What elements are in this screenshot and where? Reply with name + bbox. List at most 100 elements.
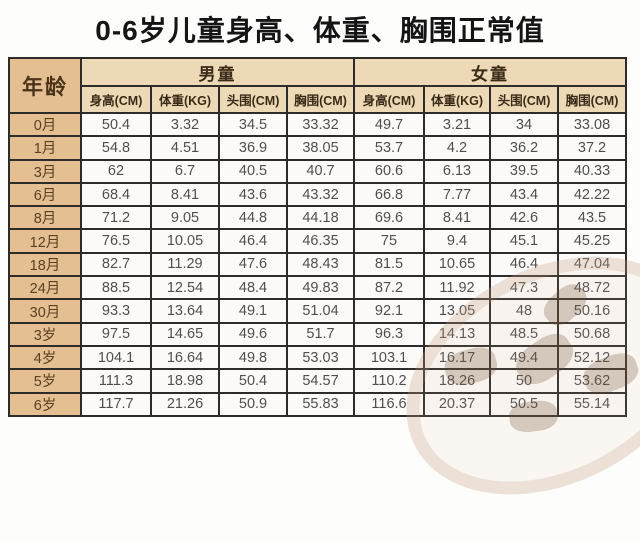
boy-value-cell: 47.6 bbox=[218, 251, 288, 278]
table-row: 1月 54.8 4.51 36.9 38.05 53.7 4.2 36.2 37.2 bbox=[8, 135, 627, 161]
boy-value-cell: 49.8 bbox=[218, 344, 288, 371]
boys-head-header: 头围(CM) bbox=[218, 85, 288, 114]
girl-value-cell: 81.5 bbox=[353, 251, 425, 278]
girl-value-cell: 49.7 bbox=[353, 111, 425, 138]
table-row: 5岁 111.3 18.98 50.4 54.57 110.2 18.26 50 53.62 bbox=[8, 368, 627, 394]
age-cell: 5岁 bbox=[8, 368, 82, 394]
age-cell: 0月 bbox=[8, 111, 82, 138]
boy-value-cell: 93.3 bbox=[80, 298, 152, 324]
age-cell: 12月 bbox=[8, 228, 82, 254]
age-cell: 30月 bbox=[8, 298, 82, 324]
age-column-header: 年龄 bbox=[8, 57, 82, 114]
girl-value-cell: 11.92 bbox=[423, 275, 491, 301]
girl-value-cell: 39.5 bbox=[489, 158, 559, 184]
age-cell: 6月 bbox=[8, 181, 82, 208]
boy-value-cell: 53.03 bbox=[286, 344, 355, 371]
table-row: 8月 71.2 9.05 44.8 44.18 69.6 8.41 42.6 43.5 bbox=[8, 205, 627, 231]
girl-value-cell: 43.5 bbox=[557, 205, 627, 231]
growth-table: 年龄 男童 女童 身高(CM) 体重(KG) 头围(CM) 胸围(CM) 身高(… bbox=[8, 57, 627, 418]
boy-value-cell: 104.1 bbox=[80, 344, 152, 371]
boy-value-cell: 6.7 bbox=[150, 158, 220, 184]
boy-value-cell: 49.6 bbox=[218, 321, 288, 347]
girl-value-cell: 34 bbox=[489, 111, 559, 138]
boy-value-cell: 46.35 bbox=[286, 228, 355, 254]
girl-value-cell: 10.65 bbox=[423, 251, 491, 278]
girl-value-cell: 43.4 bbox=[489, 181, 559, 208]
boy-value-cell: 97.5 bbox=[80, 321, 152, 347]
age-cell: 8月 bbox=[8, 205, 82, 231]
boy-value-cell: 111.3 bbox=[80, 368, 152, 394]
girl-value-cell: 47.04 bbox=[557, 251, 627, 278]
girl-value-cell: 48.5 bbox=[489, 321, 559, 347]
girls-head-header: 头围(CM) bbox=[489, 85, 559, 114]
boy-value-cell: 50.4 bbox=[80, 111, 152, 138]
girl-value-cell: 53.7 bbox=[353, 135, 425, 161]
page-title: 0-6岁儿童身高、体重、胸围正常值 bbox=[95, 15, 545, 46]
boy-value-cell: 68.4 bbox=[80, 181, 152, 208]
girl-value-cell: 18.26 bbox=[423, 368, 491, 394]
boy-value-cell: 49.83 bbox=[286, 275, 355, 301]
girl-value-cell: 49.4 bbox=[489, 344, 559, 371]
girls-chest-header: 胸围(CM) bbox=[557, 85, 627, 114]
girl-value-cell: 87.2 bbox=[353, 275, 425, 301]
age-cell: 4岁 bbox=[8, 344, 82, 371]
girl-value-cell: 69.6 bbox=[353, 205, 425, 231]
girl-value-cell: 48.72 bbox=[557, 275, 627, 301]
boy-value-cell: 88.5 bbox=[80, 275, 152, 301]
girl-value-cell: 36.2 bbox=[489, 135, 559, 161]
girl-value-cell: 96.3 bbox=[353, 321, 425, 347]
girl-value-cell: 47.3 bbox=[489, 275, 559, 301]
boy-value-cell: 38.05 bbox=[286, 135, 355, 161]
table-header: 年龄 男童 女童 身高(CM) 体重(KG) 头围(CM) 胸围(CM) 身高(… bbox=[8, 57, 627, 114]
girl-value-cell: 75 bbox=[353, 228, 425, 254]
boy-value-cell: 54.8 bbox=[80, 135, 152, 161]
boy-value-cell: 76.5 bbox=[80, 228, 152, 254]
age-cell: 18月 bbox=[8, 251, 82, 278]
boy-value-cell: 40.5 bbox=[218, 158, 288, 184]
girl-value-cell: 50.68 bbox=[557, 321, 627, 347]
boy-value-cell: 12.54 bbox=[150, 275, 220, 301]
girl-value-cell: 40.33 bbox=[557, 158, 627, 184]
girl-value-cell: 7.77 bbox=[423, 181, 491, 208]
table-row: 12月 76.5 10.05 46.4 46.35 75 9.4 45.1 45.25 bbox=[8, 228, 627, 254]
boys-group-header: 男童 bbox=[80, 57, 355, 87]
girl-value-cell: 9.4 bbox=[423, 228, 491, 254]
boy-value-cell: 16.64 bbox=[150, 344, 220, 371]
page: { "colors": { "page_bg": "#fdfdfb", "tab… bbox=[8, 15, 640, 542]
boy-value-cell: 55.83 bbox=[286, 391, 355, 418]
girl-value-cell: 6.13 bbox=[423, 158, 491, 184]
girl-value-cell: 46.4 bbox=[489, 251, 559, 278]
girls-height-header: 身高(CM) bbox=[353, 85, 425, 114]
girl-value-cell: 37.2 bbox=[557, 135, 627, 161]
girl-value-cell: 4.2 bbox=[423, 135, 491, 161]
girl-value-cell: 42.22 bbox=[557, 181, 627, 208]
girl-value-cell: 3.21 bbox=[423, 111, 491, 138]
table-row: 24月 88.5 12.54 48.4 49.83 87.2 11.92 47.3 48.72 bbox=[8, 275, 627, 301]
girls-weight-header: 体重(KG) bbox=[423, 85, 491, 114]
boy-value-cell: 9.05 bbox=[150, 205, 220, 231]
boy-value-cell: 117.7 bbox=[80, 391, 152, 418]
girl-value-cell: 60.6 bbox=[353, 158, 425, 184]
table-row: 3月 62 6.7 40.5 40.7 60.6 6.13 39.5 40.33 bbox=[8, 158, 627, 184]
boy-value-cell: 14.65 bbox=[150, 321, 220, 347]
boy-value-cell: 13.64 bbox=[150, 298, 220, 324]
boy-value-cell: 82.7 bbox=[80, 251, 152, 278]
girl-value-cell: 14.13 bbox=[423, 321, 491, 347]
boy-value-cell: 48.43 bbox=[286, 251, 355, 278]
boy-value-cell: 34.5 bbox=[218, 111, 288, 138]
girl-value-cell: 55.14 bbox=[557, 391, 627, 418]
girl-value-cell: 8.41 bbox=[423, 205, 491, 231]
boy-value-cell: 44.8 bbox=[218, 205, 288, 231]
boy-value-cell: 18.98 bbox=[150, 368, 220, 394]
boy-value-cell: 43.6 bbox=[218, 181, 288, 208]
table-row: 18月 82.7 11.29 47.6 48.43 81.5 10.65 46.4 47.04 bbox=[8, 251, 627, 278]
girl-value-cell: 20.37 bbox=[423, 391, 491, 418]
boy-value-cell: 43.32 bbox=[286, 181, 355, 208]
girl-value-cell: 92.1 bbox=[353, 298, 425, 324]
boy-value-cell: 10.05 bbox=[150, 228, 220, 254]
boy-value-cell: 8.41 bbox=[150, 181, 220, 208]
girl-value-cell: 103.1 bbox=[353, 344, 425, 371]
girl-value-cell: 50 bbox=[489, 368, 559, 394]
boy-value-cell: 50.9 bbox=[218, 391, 288, 418]
age-cell: 3月 bbox=[8, 158, 82, 184]
